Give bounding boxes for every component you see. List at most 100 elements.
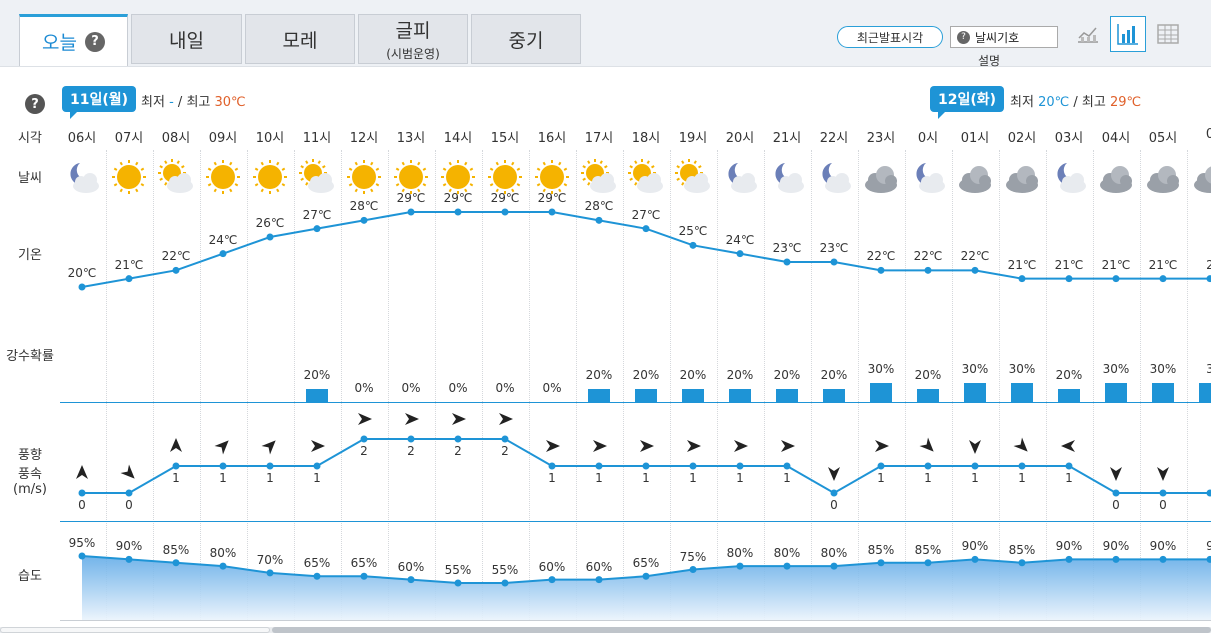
temp-point	[454, 208, 462, 216]
hour-label: 09시	[208, 131, 238, 146]
wind-direction-arrow-icon	[875, 440, 889, 452]
hour-label: 02시	[1007, 131, 1037, 146]
wind-point	[877, 462, 885, 470]
tab-day-after[interactable]: 모레	[245, 14, 355, 64]
precip-label: 20%	[303, 368, 331, 382]
moon-cloud-icon	[822, 163, 851, 193]
cloud-icon	[1194, 166, 1211, 193]
wind-point	[172, 462, 180, 470]
temp-line	[81, 211, 1210, 288]
wind-speed-label: 0	[1112, 498, 1120, 512]
tab-today[interactable]: 오늘?	[19, 14, 128, 66]
sun-icon	[441, 160, 475, 194]
sun-cloud-icon	[628, 159, 663, 193]
wind-direction-arrow-icon	[687, 440, 701, 452]
wind-point	[501, 435, 509, 443]
wind-direction-arrow-icon	[1110, 467, 1122, 481]
column-divider	[763, 150, 765, 620]
temp-point	[501, 208, 509, 216]
wind-direction-arrow-icon	[969, 440, 981, 454]
temp-label: 22℃	[960, 249, 990, 264]
hour-label: 17시	[584, 131, 614, 146]
wind-speed-label: 0	[125, 498, 133, 512]
humidity-label: 85%	[914, 542, 942, 557]
tab-label: 중기	[508, 29, 544, 52]
column-divider	[1045, 150, 1047, 620]
row-label-hour: 시각	[18, 131, 42, 146]
humidity-point	[1065, 555, 1073, 563]
precip-label: 30%	[1102, 362, 1130, 376]
wind-point	[548, 462, 556, 470]
precip-label: 20%	[773, 368, 801, 382]
wind-point	[689, 462, 697, 470]
humidity-point	[783, 562, 791, 570]
temp-label: 29℃	[443, 191, 473, 205]
horizontal-scrollbar[interactable]	[0, 627, 1211, 633]
day-flag: 11일(월)	[62, 86, 137, 119]
help-icon[interactable]: ?	[84, 31, 105, 52]
temp-point	[219, 250, 227, 258]
humidity-label: 85%	[162, 542, 190, 557]
column-divider	[716, 150, 718, 620]
weather-symbol-select[interactable]: ? 날씨기호	[950, 26, 1058, 48]
temp-point	[971, 266, 979, 274]
humidity-point	[830, 562, 838, 570]
temp-label: 23℃	[819, 241, 849, 255]
hour-label: 11시	[302, 131, 332, 146]
humidity-point	[125, 555, 133, 563]
tab-label: 모레	[282, 29, 318, 52]
humidity-label: 95%	[68, 536, 96, 550]
humidity-point	[360, 572, 368, 580]
tab-label: 오늘	[42, 32, 77, 54]
scroll-thumb[interactable]	[272, 627, 1211, 633]
temp-point	[1112, 275, 1120, 283]
temp-label: 21℃	[1148, 257, 1178, 272]
divider	[60, 521, 1211, 522]
humidity-label: 60%	[538, 559, 566, 574]
wind-direction-arrow-icon	[919, 437, 934, 452]
temp-label: 24℃	[725, 232, 755, 247]
line-graph-view-icon[interactable]	[1070, 16, 1106, 52]
tab-three-days[interactable]: 글피 (시범운영)	[358, 14, 468, 64]
sun-cloud-icon	[158, 159, 193, 193]
wind-direction-arrow-icon	[1013, 437, 1028, 452]
temp-label: 22℃	[161, 249, 191, 264]
wind-direction-arrow-icon	[120, 464, 135, 479]
temp-point	[689, 241, 697, 249]
sun-icon	[488, 160, 522, 194]
precip-label: 30%	[1149, 362, 1177, 376]
tab-midterm[interactable]: 중기	[471, 14, 581, 64]
wind-point	[1159, 489, 1167, 497]
precip-label: 30%	[961, 362, 989, 376]
column-divider	[669, 150, 671, 620]
precip-bar	[964, 383, 986, 402]
wind-direction-arrow-icon	[499, 413, 513, 425]
wind-point	[971, 462, 979, 470]
sun-cloud-icon	[675, 159, 710, 193]
wind-direction-arrow-icon	[781, 440, 795, 452]
wind-speed-label: 2	[501, 444, 509, 458]
cloud-icon	[1100, 166, 1132, 193]
humidity-point	[266, 569, 274, 577]
scroll-track-left[interactable]	[0, 627, 270, 633]
moon-cloud-icon	[70, 163, 99, 193]
tab-tomorrow[interactable]: 내일	[131, 14, 242, 64]
humidity-point	[1206, 555, 1211, 563]
min-label: 최저	[1010, 95, 1034, 110]
precip-bar	[635, 389, 657, 402]
temp-label: 28℃	[584, 199, 614, 214]
max-value: 30℃	[214, 95, 246, 110]
recent-release-button[interactable]: 최근발표시각	[837, 26, 943, 48]
hour-label: 0	[1205, 127, 1211, 142]
wind-direction-arrow-icon	[405, 413, 419, 425]
moon-cloud-icon	[775, 163, 804, 193]
cloud-icon	[865, 166, 897, 193]
humidity-point	[642, 572, 650, 580]
humidity-label: 80%	[726, 546, 754, 561]
bar-graph-view-icon[interactable]	[1110, 16, 1146, 52]
humidity-point	[548, 576, 556, 584]
help-icon[interactable]: ?	[25, 94, 45, 114]
wind-speed-label: 1	[172, 471, 180, 485]
table-view-icon[interactable]	[1150, 16, 1186, 52]
